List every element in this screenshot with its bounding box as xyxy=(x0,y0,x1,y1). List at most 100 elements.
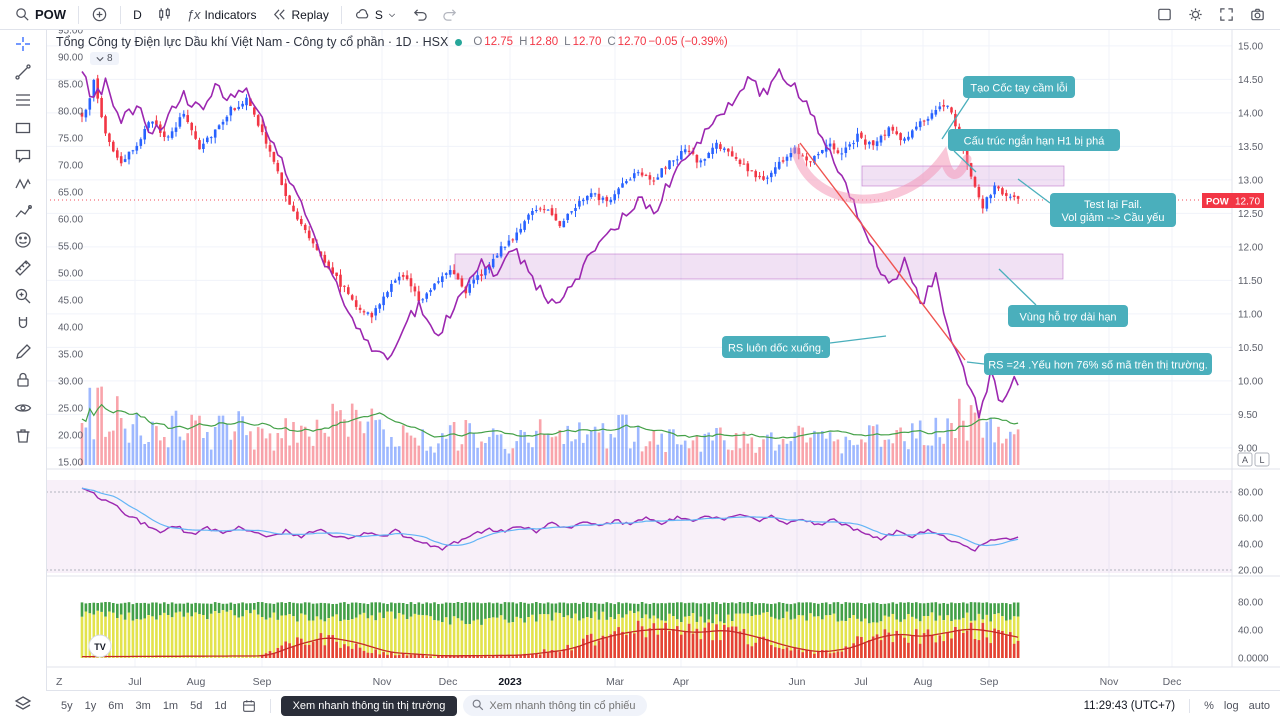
trendline-drawing[interactable] xyxy=(799,142,966,361)
crosshair-tool-button[interactable] xyxy=(9,34,37,54)
price-axis[interactable]: 15.00 14.50 14.00 13.50 13.00 12.50 12.00 11.50… xyxy=(46,29,1280,668)
fib-tool-button[interactable] xyxy=(9,90,37,110)
range-1m[interactable]: 1m xyxy=(162,699,179,712)
fullscreen-icon xyxy=(1220,8,1233,21)
svg-text:11.00: 11.00 xyxy=(1238,309,1263,320)
price-tag[interactable]: POW 12.70 xyxy=(1202,193,1264,208)
callout-retest-fail[interactable] xyxy=(1050,193,1176,227)
time-axis[interactable]: Jul Aug Sep Nov Dec 2023 Mar Apr Jun Jul Aug Sep Nov… xyxy=(56,676,1181,688)
draw-tool-button[interactable] xyxy=(9,342,37,362)
pattern-tool-button[interactable] xyxy=(9,174,37,194)
chart-settings-button[interactable] xyxy=(1181,3,1210,27)
callout-h1-broken[interactable] xyxy=(948,129,1120,151)
go-to-date-button[interactable] xyxy=(238,696,260,716)
search-icon xyxy=(472,699,484,711)
interval-button[interactable]: D xyxy=(127,3,148,27)
range-1y[interactable]: 1y xyxy=(84,699,97,712)
range-5y[interactable]: 5y xyxy=(61,699,73,712)
chart-style-button[interactable] xyxy=(150,3,179,27)
scale-button-A[interactable] xyxy=(1237,452,1253,467)
svg-text:14.50: 14.50 xyxy=(1238,75,1263,86)
z-button[interactable]: Z xyxy=(56,676,63,688)
svg-text:60.00: 60.00 xyxy=(1238,514,1263,525)
chevron-down-icon xyxy=(96,56,104,61)
toolbar-separator xyxy=(1189,698,1191,713)
rsi-line[interactable] xyxy=(81,487,1019,552)
measure-tool-button[interactable] xyxy=(9,258,37,278)
callout-rs-downslope[interactable] xyxy=(722,336,830,358)
compare-add-symbol-button[interactable] xyxy=(85,3,114,27)
callout-rs-24[interactable] xyxy=(984,353,1212,375)
text-tool-button[interactable] xyxy=(9,146,37,166)
symbol-name: POW xyxy=(35,7,67,22)
market-info-button[interactable]: Xem nhanh thông tin thị trường xyxy=(280,695,458,716)
smiley-icon xyxy=(15,232,31,248)
emoji-tool-button[interactable] xyxy=(9,230,37,250)
undo-button[interactable] xyxy=(405,3,434,27)
magnet-icon xyxy=(18,317,28,329)
svg-text:65.00: 65.00 xyxy=(58,188,83,199)
range-5d[interactable]: 5d xyxy=(190,699,203,712)
log-scale-button[interactable]: log xyxy=(1223,699,1239,712)
market-status-dot[interactable] xyxy=(455,38,463,46)
range-1d[interactable]: 1d xyxy=(214,699,227,712)
auto-scale-button[interactable]: auto xyxy=(1248,699,1270,712)
fullscreen-button[interactable] xyxy=(1212,3,1241,27)
scale-button-L[interactable] xyxy=(1254,452,1270,467)
top-toolbar: POW D ƒx Indicators Replay S xyxy=(0,0,1280,30)
cup-brush-drawing[interactable] xyxy=(791,146,972,204)
cloud-save-button[interactable]: S xyxy=(348,3,403,27)
svg-text:POW: POW xyxy=(1206,197,1229,208)
xabcd-pattern-icon xyxy=(15,178,31,190)
svg-text:10.00: 10.00 xyxy=(1238,376,1263,387)
volume-histogram[interactable] xyxy=(80,386,1020,465)
redo-button[interactable] xyxy=(436,3,465,27)
svg-text:35.00: 35.00 xyxy=(58,350,83,361)
range-6m[interactable]: 6m xyxy=(108,699,124,712)
svg-text:Vol giảm --> Cầu yếu: Vol giảm --> Cầu yếu xyxy=(1061,212,1164,224)
layout-button[interactable] xyxy=(1150,3,1179,27)
trend-line-tool-button[interactable] xyxy=(9,62,37,82)
rs-compare-line[interactable] xyxy=(81,68,1019,419)
svg-text:75.00: 75.00 xyxy=(58,134,83,145)
shapes-tool-button[interactable] xyxy=(9,118,37,138)
hide-drawings-button[interactable] xyxy=(9,398,37,418)
svg-text:30.00: 30.00 xyxy=(58,377,83,388)
object-tree-button[interactable] xyxy=(9,694,37,714)
rsi-ma-line xyxy=(81,487,1019,547)
symbol-search-button[interactable]: POW xyxy=(8,3,72,27)
indicators-label: Indicators xyxy=(204,7,257,22)
svg-text:40.00: 40.00 xyxy=(1238,626,1263,637)
annotations[interactable]: Tạo Cốc tay cầm lỗi Cấu trúc ngắn hạn H1 … xyxy=(722,76,1212,375)
svg-text:Apr: Apr xyxy=(673,676,690,688)
forecast-tool-button[interactable] xyxy=(9,202,37,222)
replay-button[interactable]: Replay xyxy=(265,3,335,27)
legend-collapsed-badge[interactable]: 8 xyxy=(90,52,119,65)
lock-drawings-button[interactable] xyxy=(9,370,37,390)
svg-text:15.00: 15.00 xyxy=(58,458,83,469)
eye-icon xyxy=(14,404,32,412)
stock-quick-search-input[interactable] xyxy=(463,695,648,716)
volume-ma-line xyxy=(81,403,1019,440)
zoom-tool-button[interactable] xyxy=(9,286,37,306)
indicators-button[interactable]: ƒx Indicators xyxy=(181,3,263,27)
svg-text:80.00: 80.00 xyxy=(1238,598,1263,609)
pressure-indicator-pane[interactable] xyxy=(80,602,1020,658)
svg-text:Aug: Aug xyxy=(187,676,206,688)
chart-canvas[interactable]: 15.00 14.50 14.00 13.50 13.00 12.50 12.00 11.50… xyxy=(46,29,1280,691)
magnet-tool-button[interactable] xyxy=(9,314,37,334)
percent-scale-button[interactable]: % xyxy=(1204,699,1214,712)
snapshot-button[interactable] xyxy=(1243,3,1272,27)
clock[interactable]: 11:29:43 (UTC+7) xyxy=(1083,699,1176,712)
scale-controls: 11:29:43 (UTC+7) % log auto xyxy=(1083,698,1270,713)
svg-text:RS =24 .Yếu hơn 76% số mã trên: RS =24 .Yếu hơn 76% số mã trên thị trườn… xyxy=(988,360,1208,372)
rs-indicator-pane[interactable] xyxy=(46,480,1232,573)
range-3m[interactable]: 3m xyxy=(135,699,151,712)
callout-long-term-support[interactable] xyxy=(1008,305,1128,327)
svg-text:40.00: 40.00 xyxy=(58,323,83,334)
support-zone[interactable] xyxy=(454,253,1064,280)
callout-cup-fail[interactable] xyxy=(963,76,1075,98)
support-zones[interactable] xyxy=(454,165,1065,280)
symbol-description[interactable]: Tổng Công ty Điện lực Dầu khí Việt Nam -… xyxy=(56,35,449,49)
remove-drawings-button[interactable] xyxy=(9,426,37,446)
